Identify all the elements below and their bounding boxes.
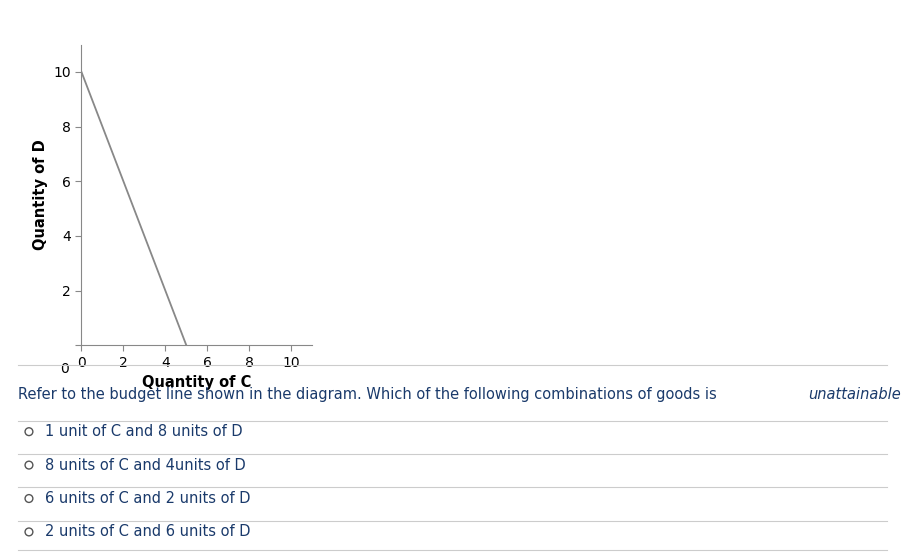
- Text: unattainable: unattainable: [808, 387, 900, 402]
- Text: 1 unit of C and 8 units of D: 1 unit of C and 8 units of D: [45, 424, 243, 439]
- Text: 8 units of C and 4units of D: 8 units of C and 4units of D: [45, 458, 246, 472]
- Text: Refer to the budget line shown in the diagram. Which of the following combinatio: Refer to the budget line shown in the di…: [18, 387, 721, 402]
- Text: 6 units of C and 2 units of D: 6 units of C and 2 units of D: [45, 491, 251, 506]
- Text: 2 units of C and 6 units of D: 2 units of C and 6 units of D: [45, 525, 251, 539]
- Text: 0: 0: [61, 361, 69, 376]
- X-axis label: Quantity of C: Quantity of C: [142, 375, 252, 390]
- Y-axis label: Quantity of D: Quantity of D: [33, 140, 48, 250]
